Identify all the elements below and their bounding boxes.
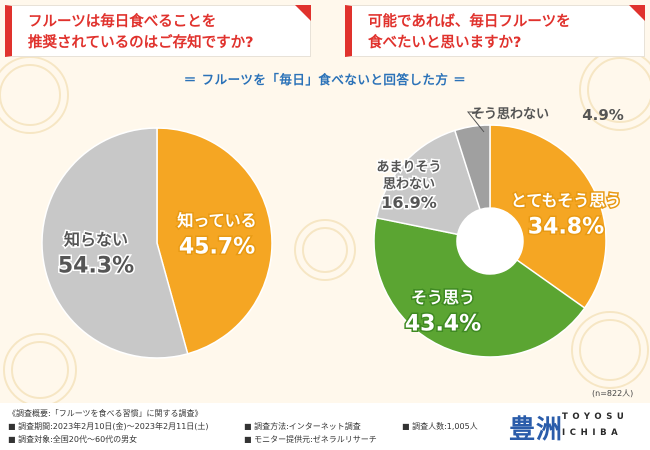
footer-method: ■ 調査方法:インターネット調査 — [244, 422, 361, 431]
question-1-corner-accent — [295, 5, 311, 21]
footer-period: ■ 調査期間:2023年2月10日(金)～2023年2月11日(土) — [8, 422, 209, 431]
charts-svg: 知っている 45.7% 知らない 54.3% とてもそう思う 34.8% そう思う 43.4%… — [41, 106, 624, 359]
logo-line-2: ICHIBA — [562, 428, 623, 438]
footer: 《調査概要:「フルーツを食べる習慣」に関する調査》 ■ 調査期間:2023年2月… — [0, 403, 650, 450]
logo-line-1: TOYOSU — [562, 412, 629, 422]
question-1-line-2: 推奨されているのはご存知ですか? — [28, 35, 254, 51]
question-2-corner-accent — [629, 5, 645, 21]
question-1-box: フルーツは毎日食べることを 推奨されているのはご存知ですか? — [5, 5, 311, 57]
chart1-slice-1-label: 知らない 54.3% — [58, 230, 134, 279]
chart2-slice-3-value: 4.9% — [582, 106, 624, 124]
question-2-line-2: 食べたいと思いますか? — [368, 35, 522, 51]
footer-overview: 《調査概要:「フルーツを食べる習慣」に関する調査》 — [8, 409, 203, 418]
question-1-line-1: フルーツは毎日食べることを — [28, 14, 217, 30]
chart2-slice-3-label: そう思わない — [471, 107, 549, 122]
chart2-leader-line — [466, 111, 485, 133]
footer-respondents: ■ 調査人数:1,005人 — [402, 422, 478, 431]
footer-target: ■ 調査対象:全国20代～60代の男女 — [8, 435, 138, 444]
sample-size-note: (n=822人) — [592, 389, 634, 398]
chart2-slice-0-label: とてもそう思う 34.8% — [511, 191, 621, 240]
footer-provider: ■ モニター提供元:ゼネラルリサーチ — [244, 435, 377, 444]
subtitle: ＝ フルーツを「毎日」食べないと回答した方 ＝ — [183, 72, 467, 87]
chart2-slice-2-label: あまりそう思わない 16.9% — [376, 160, 441, 212]
question-2-box: 可能であれば、毎日フルーツを 食べたいと思いますか? — [345, 5, 645, 57]
question-2-line-1: 可能であれば、毎日フルーツを — [368, 14, 571, 30]
chart1-slice-0-label: 知っている 45.7% — [177, 211, 256, 260]
chart1-slice-0 — [156, 127, 273, 355]
logo-kanji: 豊洲 — [509, 415, 564, 445]
chart1-slice-1 — [41, 127, 189, 359]
chart2-slice-1-label: そう思う 43.4% — [405, 288, 481, 337]
chart2-donut-hole — [457, 208, 523, 274]
